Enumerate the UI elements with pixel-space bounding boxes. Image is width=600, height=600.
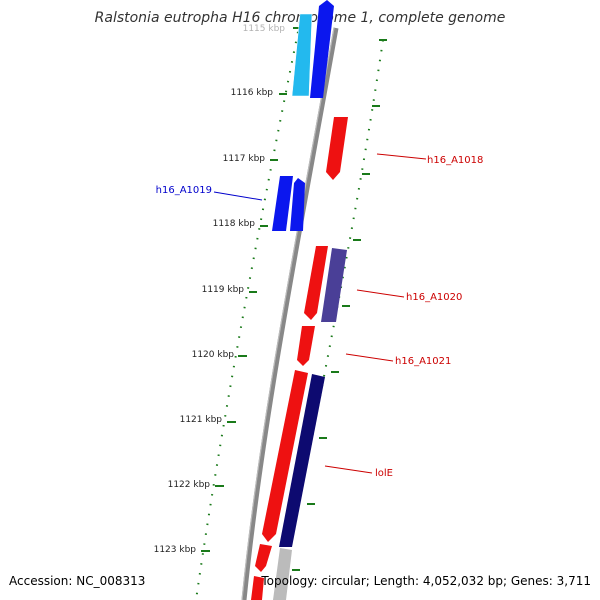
gene-cyan[interactable] (291, 13, 313, 97)
gene-h16-a1021[interactable] (297, 326, 315, 366)
tick-1122: 1122 kbp (168, 480, 224, 490)
tick-label: 1121 kbp (180, 415, 223, 425)
tick-label: 1117 kbp (223, 154, 266, 164)
tick-label: 1122 kbp (168, 480, 211, 490)
tick-1121: 1121 kbp (180, 415, 236, 425)
inner-ruler (195, 21, 301, 600)
label-h16-a1018[interactable]: h16_A1018 (376, 153, 483, 166)
leader-line (345, 353, 394, 362)
gene-h16-a1020[interactable] (321, 248, 347, 322)
tick-1120: 1120 kbp (192, 350, 247, 360)
gene-lole[interactable] (279, 374, 325, 547)
gene-label: h16_A1020 (406, 292, 462, 303)
tick-label: 1118 kbp (213, 219, 256, 229)
gene-red-bottom[interactable] (255, 544, 272, 572)
leader-line (324, 465, 373, 474)
tick-1117: 1117 kbp (223, 154, 278, 164)
gene-h16-a1019-left[interactable] (272, 176, 293, 231)
gene-label: h16_A1021 (395, 356, 451, 367)
gene-blue-top[interactable] (310, 0, 334, 98)
leader-line (376, 153, 427, 160)
label-h16-a1021[interactable]: h16_A1021 (345, 353, 451, 367)
gene-red-long[interactable] (262, 370, 308, 542)
topology-text: Topology: circular; Length: 4,052,032 bp… (261, 574, 591, 588)
gene-label: lolE (375, 468, 393, 479)
label-lole[interactable]: lolE (324, 465, 393, 479)
label-h16-a1019[interactable]: h16_A1019 (156, 185, 263, 201)
tick-1116: 1116 kbp (231, 88, 287, 98)
gene-grey-bottom[interactable] (273, 548, 292, 600)
gene-label: h16_A1019 (156, 185, 212, 196)
chromosome-backbone (241, 27, 339, 600)
tick-1119: 1119 kbp (202, 285, 257, 295)
gene-h16-a1020-red[interactable] (304, 246, 328, 320)
gene-h16-a1018[interactable] (326, 117, 348, 180)
outer-ruler (279, 39, 384, 600)
label-h16-a1020[interactable]: h16_A1020 (356, 289, 462, 303)
tick-label: 1120 kbp (192, 350, 235, 360)
accession-text: Accession: NC_008313 (9, 574, 146, 588)
chromosome-backbone-highlight (241, 27, 335, 600)
leader-line (356, 289, 405, 298)
leader-line (213, 191, 263, 201)
tick-label: 1116 kbp (231, 88, 274, 98)
tick-1123: 1123 kbp (154, 545, 210, 555)
tick-label: 1123 kbp (154, 545, 197, 555)
gene-red-edge[interactable] (251, 576, 264, 600)
tick-label: 1115 kbp (243, 24, 286, 34)
tick-label: 1119 kbp (202, 285, 245, 295)
gene-h16-a1019[interactable] (290, 178, 305, 231)
tick-1115: 1115 kbp (243, 24, 300, 34)
tick-1118: 1118 kbp (213, 219, 268, 229)
gene-label: h16_A1018 (427, 155, 483, 166)
outer-ruler-ticks (292, 39, 387, 571)
